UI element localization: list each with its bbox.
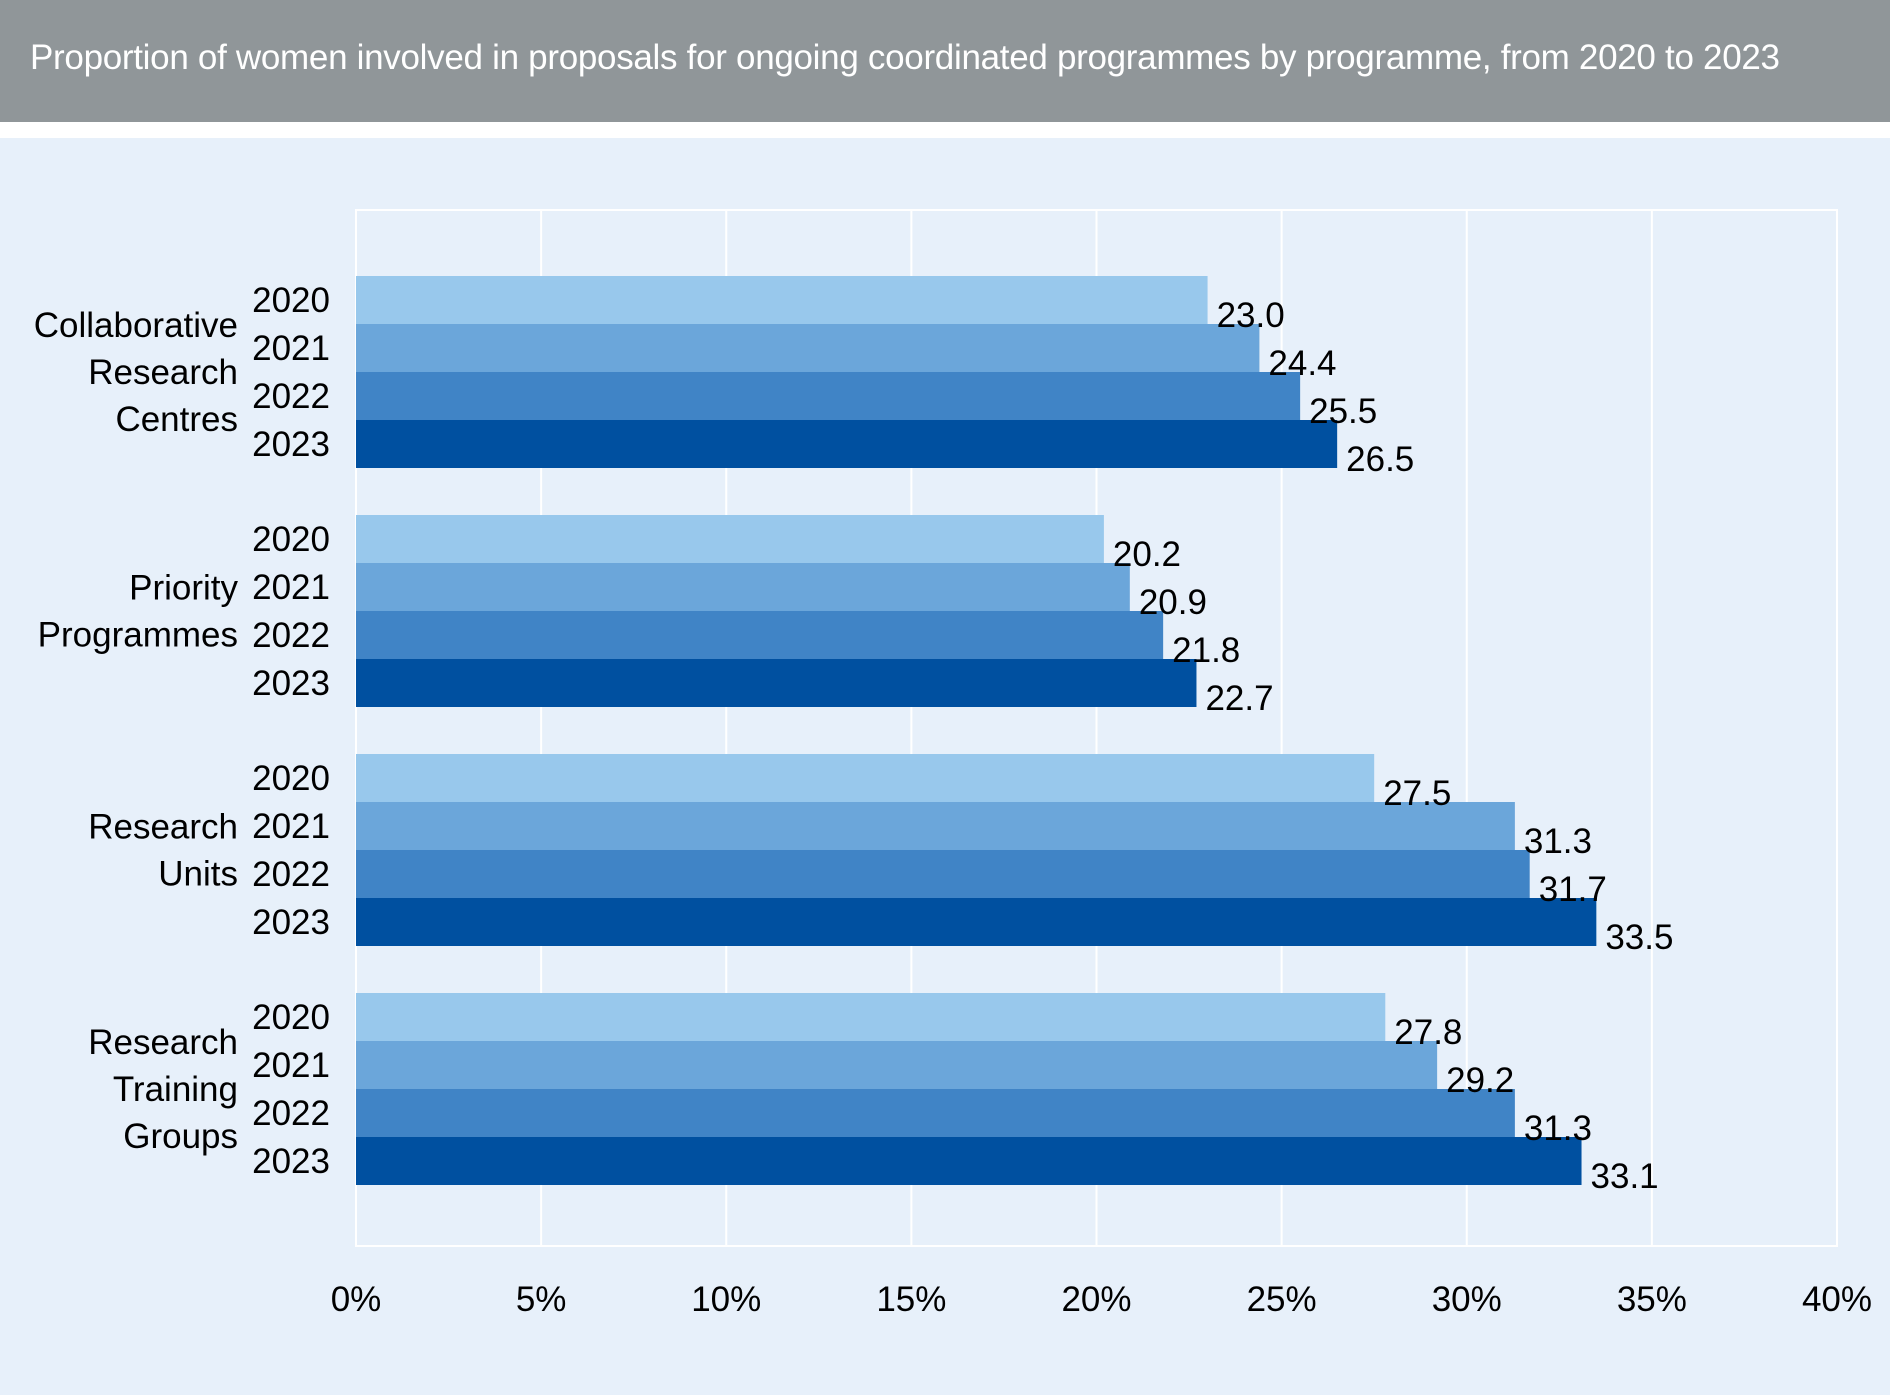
series-year-label: 2023 [252, 425, 330, 464]
series-year-label: 2022 [252, 855, 330, 894]
category-label: Research [88, 1023, 238, 1062]
category-label: Groups [123, 1117, 238, 1156]
series-year-label: 2021 [252, 807, 330, 846]
title-bar: Proportion of women involved in proposal… [0, 0, 1890, 122]
value-label: 33.1 [1591, 1157, 1659, 1196]
bar [356, 802, 1515, 850]
series-year-label: 2023 [252, 903, 330, 942]
x-tick-label: 0% [331, 1280, 382, 1319]
x-tick-label: 5% [516, 1280, 567, 1319]
bar [356, 420, 1338, 468]
bars [356, 276, 1597, 1185]
value-label: 31.3 [1524, 1109, 1592, 1148]
series-year-label: 2020 [252, 281, 330, 320]
value-label: 25.5 [1309, 392, 1377, 431]
bar [356, 324, 1260, 372]
bar-chart: 0% 5% 10% 15% 20% 25% 30% 35% 40% 2020 23.0 2021 24.… [34, 209, 1872, 1319]
value-label: 29.2 [1446, 1061, 1514, 1100]
category-label: Centres [115, 400, 238, 439]
series-year-label: 2022 [252, 377, 330, 416]
bar [356, 1089, 1515, 1137]
value-label: 31.7 [1539, 870, 1607, 909]
series-year-label: 2021 [252, 329, 330, 368]
value-label: 26.5 [1346, 440, 1414, 479]
category-label: Research [88, 353, 238, 392]
bar [356, 515, 1104, 563]
value-label: 21.8 [1172, 631, 1240, 670]
bar [356, 1137, 1582, 1185]
chart-title: Proportion of women involved in proposal… [30, 38, 1780, 77]
bar [356, 659, 1197, 707]
value-label: 27.5 [1383, 774, 1451, 813]
series-year-label: 2021 [252, 1046, 330, 1085]
x-tick-label: 15% [876, 1280, 946, 1319]
series-year-label: 2020 [252, 520, 330, 559]
bar [356, 1041, 1438, 1089]
value-label: 20.9 [1139, 583, 1207, 622]
bar [356, 276, 1208, 324]
labels: 0% 5% 10% 15% 20% 25% 30% 35% 40% 2020 23.0 2021 24.… [34, 281, 1872, 1319]
x-tick-label: 10% [691, 1280, 761, 1319]
x-tick-label: 40% [1802, 1280, 1872, 1319]
bar [356, 898, 1597, 946]
series-year-label: 2022 [252, 616, 330, 655]
category-label: Programmes [38, 616, 238, 655]
value-label: 24.4 [1268, 344, 1336, 383]
bar [356, 850, 1530, 898]
bar [356, 611, 1164, 659]
bar [356, 993, 1386, 1041]
value-label: 33.5 [1605, 918, 1673, 957]
x-tick-label: 25% [1247, 1280, 1317, 1319]
bar [356, 372, 1301, 420]
x-tick-label: 20% [1061, 1280, 1131, 1319]
bar [356, 754, 1375, 802]
series-year-label: 2023 [252, 664, 330, 703]
series-year-label: 2023 [252, 1142, 330, 1181]
value-label: 23.0 [1217, 296, 1285, 335]
value-label: 31.3 [1524, 822, 1592, 861]
chart-area: 0% 5% 10% 15% 20% 25% 30% 35% 40% 2020 23.0 2021 24.… [0, 138, 1890, 1390]
bar [356, 563, 1130, 611]
category-label: Training [113, 1070, 238, 1109]
title-divider [0, 122, 1890, 138]
series-year-label: 2021 [252, 568, 330, 607]
value-label: 27.8 [1394, 1013, 1462, 1052]
value-label: 20.2 [1113, 535, 1181, 574]
category-label: Research [88, 808, 238, 847]
series-year-label: 2020 [252, 998, 330, 1037]
value-label: 22.7 [1205, 679, 1273, 718]
category-label: Priority [129, 569, 238, 608]
series-year-label: 2020 [252, 759, 330, 798]
x-tick-label: 30% [1432, 1280, 1502, 1319]
category-label: Units [158, 855, 238, 894]
series-year-label: 2022 [252, 1094, 330, 1133]
x-tick-label: 35% [1617, 1280, 1687, 1319]
category-label: Collaborative [34, 306, 238, 345]
